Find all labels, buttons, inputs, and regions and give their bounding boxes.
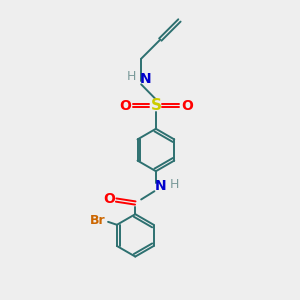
Text: N: N <box>154 179 166 193</box>
Text: S: S <box>150 98 161 113</box>
Text: H: H <box>169 178 179 191</box>
Text: N: N <box>140 72 152 86</box>
Text: Br: Br <box>90 214 106 227</box>
Text: O: O <box>119 99 131 113</box>
Text: H: H <box>127 70 136 83</box>
Text: O: O <box>181 99 193 113</box>
Text: O: O <box>103 192 115 206</box>
